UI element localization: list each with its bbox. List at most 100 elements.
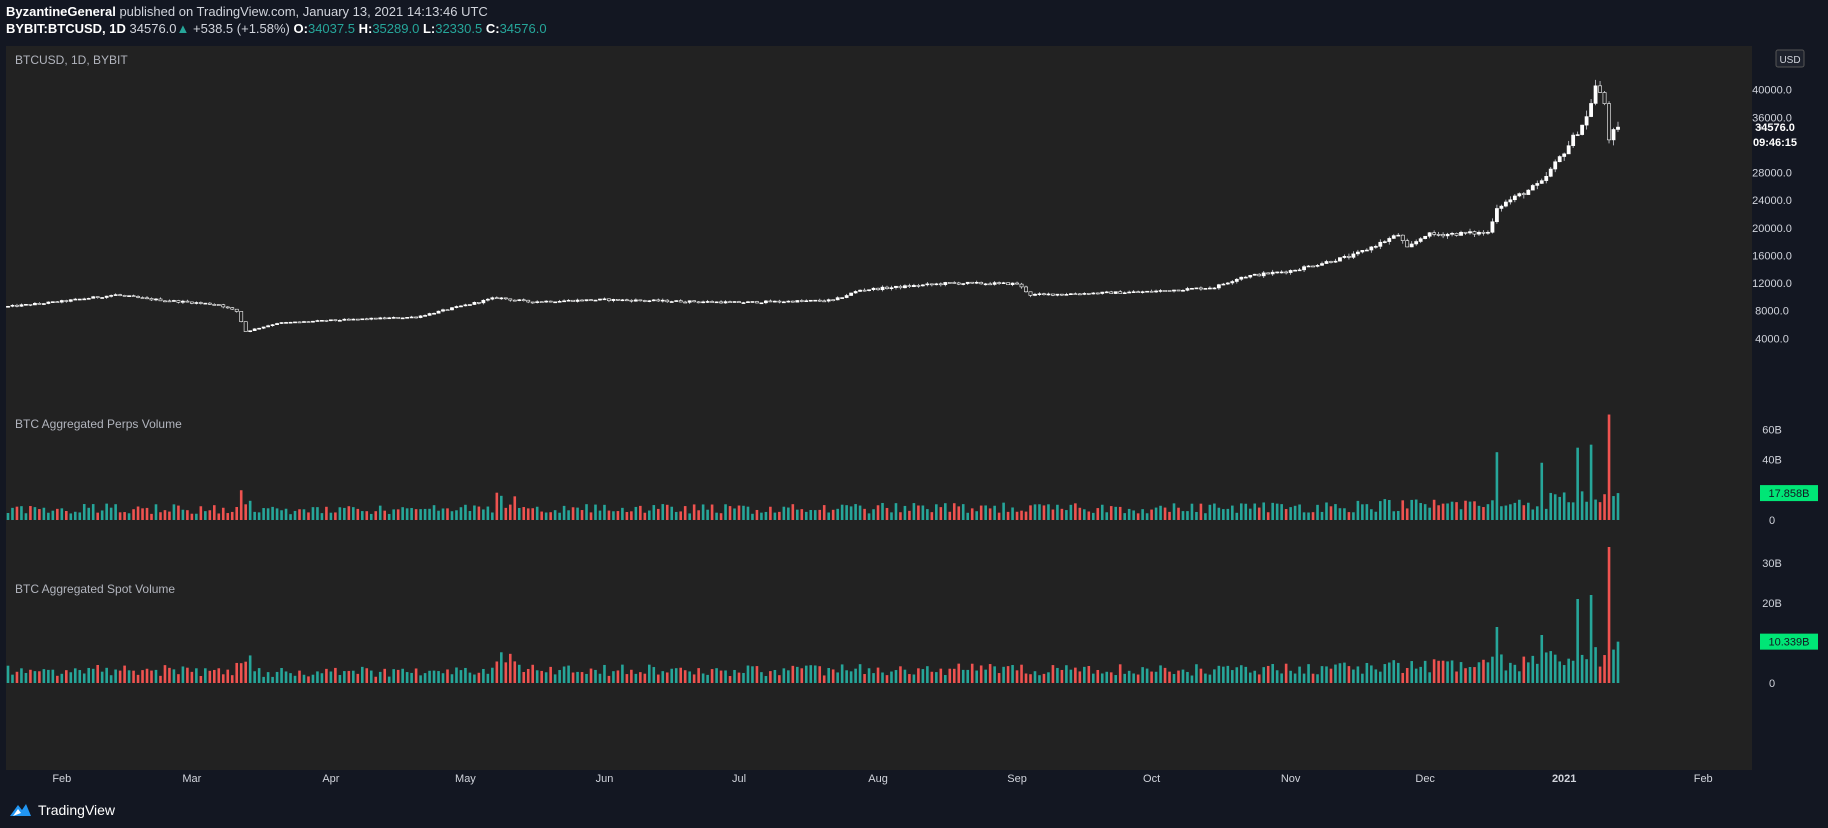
volume-bar (1231, 670, 1234, 683)
volume-bar (1401, 672, 1405, 683)
volume-bar (854, 504, 857, 520)
volume-bar (212, 669, 216, 683)
candle-body (1216, 284, 1221, 289)
volume-bar (930, 671, 934, 683)
candle-body (468, 304, 472, 306)
footer-brand[interactable]: TradingView (38, 802, 116, 818)
volume-bar (1047, 504, 1050, 520)
volume-bar (1253, 670, 1257, 683)
volume-bar (262, 508, 265, 520)
candle-body (207, 302, 212, 305)
candle-body (33, 303, 37, 306)
candle-body (378, 317, 383, 320)
volume-bar (1540, 462, 1544, 520)
volume-bar (836, 672, 839, 683)
volume-bar (1257, 507, 1261, 520)
volume-bar (535, 506, 539, 520)
volume-bar (1325, 666, 1328, 683)
volume-bar (760, 512, 763, 520)
perps-tick-label: 40B (1762, 455, 1782, 467)
volume-bar (517, 664, 521, 683)
ohlc-legend: BYBIT:BTCUSD, 1D 34576.0▲ +538.5 (+1.58%… (6, 21, 547, 37)
volume-bar (1132, 673, 1135, 683)
volume-bar (782, 668, 786, 683)
candle-body (768, 300, 773, 303)
x-tick-label: Sep (1007, 773, 1027, 785)
candle-body (149, 298, 154, 301)
candle-body (1010, 282, 1015, 286)
volume-bar (1571, 660, 1575, 683)
candle-body (678, 300, 683, 303)
perps-pane-title: BTC Aggregated Perps Volume (15, 417, 182, 431)
volume-bar (719, 513, 723, 520)
candle-body (521, 299, 526, 302)
currency-label[interactable]: USD (1779, 55, 1800, 66)
volume-bar (943, 503, 947, 520)
candle-body (37, 303, 42, 305)
volume-bar (1419, 503, 1422, 520)
volume-bar (598, 510, 602, 520)
volume-bar (154, 669, 158, 683)
candle-body (306, 321, 311, 323)
candle-body (571, 299, 575, 302)
volume-bar (1280, 673, 1283, 683)
volume-bar (235, 506, 239, 520)
volume-bar (329, 671, 333, 683)
volume-bar (742, 505, 745, 520)
candle-body (517, 299, 522, 302)
volume-bar (257, 668, 261, 683)
candle-body (1113, 291, 1118, 294)
volume-bar (1150, 509, 1153, 520)
volume-bar (1419, 666, 1422, 683)
volume-bar (1316, 674, 1319, 683)
candle-body (983, 283, 988, 286)
volume-bar (692, 674, 696, 683)
volume-bar (1607, 547, 1611, 683)
volume-bar (105, 503, 108, 520)
candle-body (1607, 103, 1611, 141)
volume-bar (1154, 671, 1158, 683)
candle-body (1086, 293, 1091, 295)
currency-button[interactable]: USD (1775, 49, 1805, 68)
candle-body (113, 294, 118, 296)
tradingview-logo-icon (10, 804, 31, 816)
volume-bar (118, 512, 122, 520)
volume-bar (1266, 665, 1270, 683)
volume-bar (648, 510, 651, 520)
candle-body (804, 300, 809, 302)
x-tick-label: Nov (1281, 773, 1301, 785)
volume-bar (1414, 668, 1418, 683)
volume-bar (1334, 504, 1337, 520)
chart-area[interactable]: BTCUSD, 1D, BYBIT BTC Aggregated Perps V… (0, 42, 1828, 790)
chart-svg[interactable]: BTCUSD, 1D, BYBIT BTC Aggregated Perps V… (0, 42, 1828, 790)
volume-bar (1562, 492, 1566, 520)
volume-bar (1518, 499, 1521, 520)
candle-body (1526, 189, 1531, 195)
volume-bar (1195, 664, 1198, 683)
candle-body (1311, 265, 1315, 268)
volume-bar (334, 512, 337, 520)
candle-body (77, 298, 82, 301)
candle-body (1454, 233, 1459, 236)
volume-bar (755, 509, 759, 520)
tradingview-footer[interactable]: TradingView (8, 800, 115, 820)
low-label: L: (422, 21, 436, 36)
volume-bar (473, 674, 476, 683)
perps-last-value: 17.858B (1769, 488, 1810, 500)
volume-bar (271, 676, 274, 683)
volume-bar (1455, 502, 1458, 520)
volume-bar (405, 672, 409, 683)
volume-bar (1056, 667, 1059, 683)
volume-bar (96, 664, 99, 683)
volume-bar (91, 668, 95, 683)
volume-bar (648, 664, 651, 683)
volume-bar (253, 671, 256, 683)
author-name[interactable]: ByzantineGeneral (6, 4, 116, 19)
spot-pane-title: BTC Aggregated Spot Volume (15, 582, 175, 596)
volume-bar (652, 667, 656, 683)
candle-body (840, 297, 845, 299)
volume-bar (966, 669, 970, 683)
volume-bar (1473, 501, 1476, 520)
volume-bar (423, 508, 427, 520)
candle-body (59, 300, 64, 303)
